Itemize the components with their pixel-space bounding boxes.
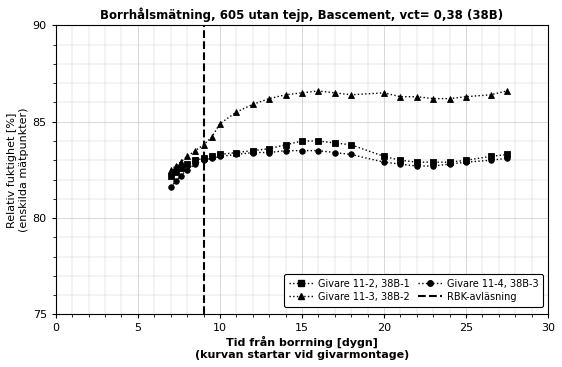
Title: Borrhålsmätning, 605 utan tejp, Bascement, vct= 0,38 (38B): Borrhålsmätning, 605 utan tejp, Bascemen… — [101, 7, 504, 22]
X-axis label: Tid från borrning [dygn]
(kurvan startar vid givarmontage): Tid från borrning [dygn] (kurvan startar… — [195, 336, 409, 360]
Y-axis label: Relativ fuktighet [%]
(enskilda mätpunkter): Relativ fuktighet [%] (enskilda mätpunkt… — [7, 108, 29, 232]
Legend: Givare 11-2, 38B-1, Givare 11-3, 38B-2, Givare 11-4, 38B-3, RBK-avläsning: Givare 11-2, 38B-1, Givare 11-3, 38B-2, … — [284, 274, 543, 306]
